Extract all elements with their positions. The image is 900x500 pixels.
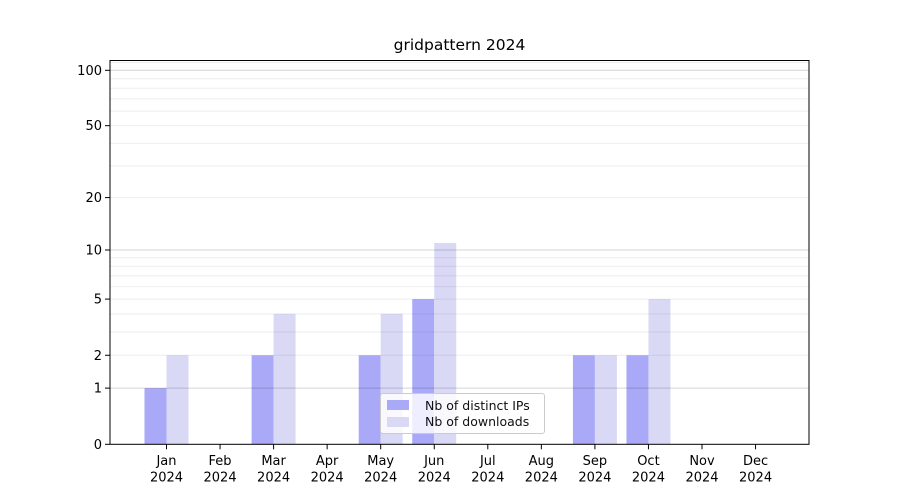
x-tick-label: Mar 2024: [257, 454, 290, 486]
y-tick-label: 100: [77, 64, 102, 79]
bar-ips-may: [358, 355, 381, 445]
x-tick-label: Apr 2024: [311, 454, 344, 486]
legend: Nb of distinct IPs Nb of downloads: [380, 393, 545, 434]
legend-label-downloads: Nb of downloads: [425, 414, 530, 430]
y-tick-label: 2: [94, 349, 102, 364]
legend-item-downloads: Nb of downloads: [387, 414, 536, 429]
plot-border: [109, 60, 810, 445]
bar-ips-mar: [251, 355, 274, 445]
x-tick-label: May 2024: [364, 454, 397, 486]
legend-label-distinct-ips: Nb of distinct IPs: [425, 397, 530, 413]
x-tick-label: Nov 2024: [685, 454, 718, 486]
bar-downloads-mar: [273, 313, 296, 445]
x-tick-label: Aug 2024: [525, 454, 558, 486]
x-tick-label: Jan 2024: [150, 454, 183, 486]
x-tick-label: Jul 2024: [471, 454, 504, 486]
legend-swatch-downloads: [387, 416, 409, 427]
legend-item-distinct-ips: Nb of distinct IPs: [387, 398, 536, 413]
y-tick-label: 1: [94, 382, 102, 397]
x-tick-label: Feb 2024: [204, 454, 237, 486]
x-tick-label: Sep 2024: [578, 454, 611, 486]
y-tick-label: 0: [94, 438, 102, 453]
x-tick-label: Oct 2024: [632, 454, 665, 486]
bar-ips-jan: [144, 388, 167, 445]
axes-layer: 0 1 2 5 10 20 50 100 Jan 2024 Feb 2024 Mar 2024 Apr 202…: [77, 60, 810, 486]
y-tick-label: 50: [85, 119, 102, 134]
chart-title: gridpattern 2024: [393, 36, 526, 54]
y-tick-label: 20: [85, 191, 102, 206]
legend-swatch-distinct-ips: [387, 400, 409, 411]
bar-downloads-sep: [594, 355, 617, 445]
bar-downloads-jan: [166, 355, 189, 445]
y-tick-label: 5: [94, 293, 102, 308]
gridlines-layer: [110, 62, 809, 389]
x-tick-label: Dec 2024: [739, 454, 772, 486]
bar-ips-oct: [626, 355, 649, 445]
y-tick-label: 10: [85, 243, 102, 258]
bar-ips-sep: [572, 355, 595, 445]
bar-downloads-oct: [648, 299, 671, 445]
x-tick-label: Jun 2024: [418, 454, 451, 486]
